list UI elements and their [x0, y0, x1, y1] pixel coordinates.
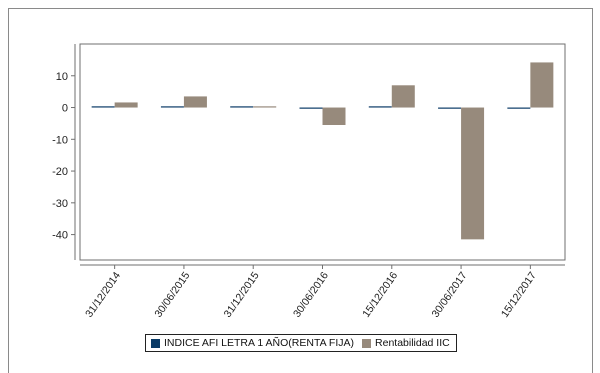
- y-tick-label: -20: [52, 166, 68, 178]
- plot-area: [79, 43, 566, 261]
- legend-item-index: INDICE AFI LETRA 1 AÑO(RENTA FIJA): [151, 337, 354, 349]
- bar-index: [438, 107, 462, 109]
- bar-index: [230, 106, 254, 108]
- bar-rentabilidad: [530, 62, 554, 108]
- x-tick-label: 30/06/2017: [430, 270, 470, 320]
- bar-index: [299, 107, 323, 109]
- x-tick-label: 15/12/2017: [499, 270, 539, 320]
- bar-rentabilidad: [391, 85, 415, 108]
- legend-swatch-index: [151, 338, 160, 348]
- legend-label-index: INDICE AFI LETRA 1 AÑO(RENTA FIJA): [164, 337, 355, 349]
- bar-rentabilidad: [253, 106, 277, 108]
- bar-rentabilidad: [461, 107, 485, 240]
- bar-index: [91, 106, 115, 108]
- bar-rentabilidad: [114, 102, 138, 108]
- y-tick-label: -30: [52, 198, 68, 210]
- x-axis: 31/12/2014 30/06/2015 31/12/2015 30/06/2016…: [80, 264, 565, 320]
- y-axis: 10 0 -10 -20 -30 -40: [52, 44, 76, 260]
- bar-rentabilidad: [322, 107, 346, 125]
- legend-swatch-rentabilidad: [362, 338, 372, 348]
- y-tick-label: -40: [52, 230, 68, 242]
- legend: INDICE AFI LETRA 1 AÑO(RENTA FIJA) Renta…: [145, 334, 457, 352]
- bar-rentabilidad: [183, 96, 207, 108]
- bar-index: [368, 106, 392, 108]
- x-tick-label: 30/06/2016: [291, 270, 331, 320]
- chart-frame: [8, 8, 593, 373]
- y-tick-label: -10: [52, 134, 68, 146]
- y-tick-label: 0: [62, 103, 68, 115]
- x-tick-label: 30/06/2015: [152, 270, 192, 320]
- bars: [91, 62, 554, 240]
- x-tick-label: 15/12/2016: [360, 270, 400, 320]
- bar-index: [507, 107, 531, 109]
- bar-index: [160, 106, 184, 108]
- y-tick-label: 10: [56, 71, 68, 83]
- legend-item-rentabilidad: Rentabilidad IIC: [362, 337, 450, 349]
- legend-label-rentabilidad: Rentabilidad IIC: [375, 337, 450, 349]
- x-tick-label: 31/12/2015: [222, 270, 262, 320]
- x-tick-label: 31/12/2014: [83, 270, 123, 320]
